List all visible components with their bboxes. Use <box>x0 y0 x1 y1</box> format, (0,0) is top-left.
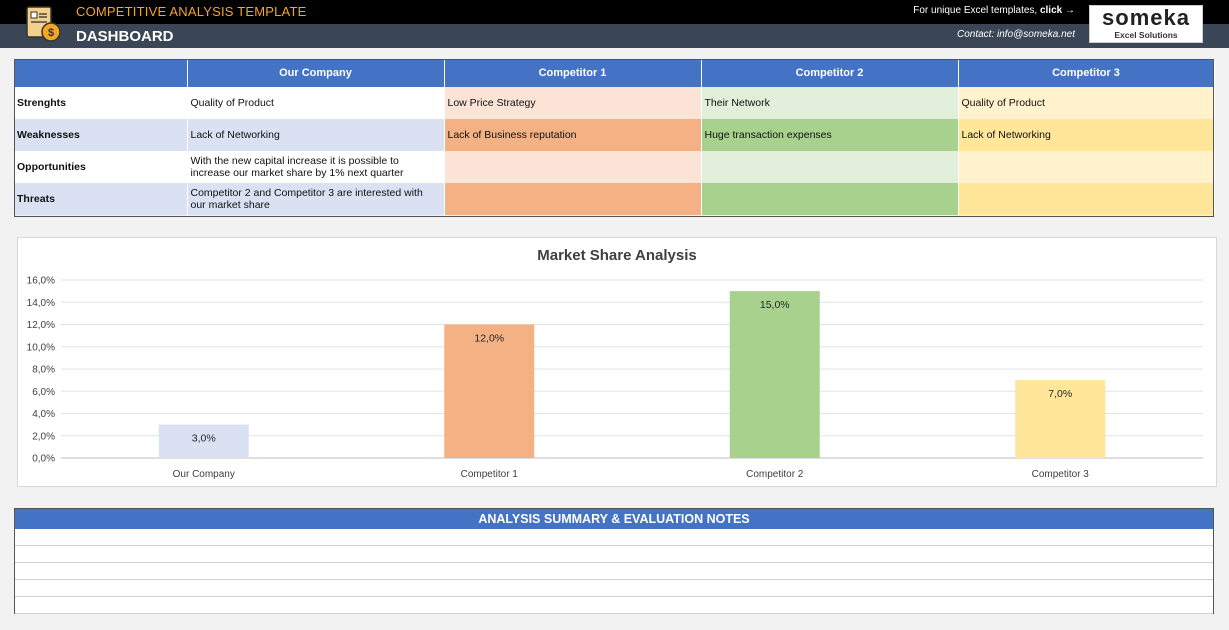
cell-opportunities-our-company[interactable]: With the new capital increase it is poss… <box>187 151 445 183</box>
data-label: 7,0% <box>1048 388 1072 400</box>
market-share-chart[interactable]: Market Share Analysis 0,0% 2,0% 4,0% 6,0% 8,… <box>17 237 1217 487</box>
brand-name: someka <box>1102 5 1190 30</box>
data-label: 15,0% <box>760 299 790 311</box>
col-header-competitor-3: Competitor 3 <box>958 59 1215 87</box>
bar <box>1015 380 1106 458</box>
y-tick-label: 8,0% <box>32 365 55 376</box>
y-tick-label: 10,0% <box>27 342 55 353</box>
data-label: 12,0% <box>474 333 504 345</box>
cell-strengths-our-company[interactable]: Quality of Product <box>187 87 445 119</box>
bar <box>444 324 535 458</box>
cell-threats-competitor-1[interactable] <box>444 183 702 215</box>
notes-panel: ANALYSIS SUMMARY & EVALUATION NOTES <box>14 508 1214 614</box>
cell-strengths-competitor-3[interactable]: Quality of Product <box>958 87 1215 119</box>
row-label-strengths: Strenghts <box>14 87 188 119</box>
x-tick-label: Competitor 2 <box>746 469 804 480</box>
notes-line[interactable] <box>15 597 1213 614</box>
y-tick-label: 0,0% <box>32 454 55 465</box>
promo-text: For unique Excel templates, <box>913 5 1040 16</box>
y-tick-label: 4,0% <box>32 409 55 420</box>
header-band <box>0 24 1229 48</box>
cell-weaknesses-our-company[interactable]: Lack of Networking <box>187 119 445 151</box>
cell-opportunities-competitor-1[interactable] <box>444 151 702 183</box>
col-header-our-company: Our Company <box>187 59 445 87</box>
notes-title: ANALYSIS SUMMARY & EVALUATION NOTES <box>15 509 1213 529</box>
row-label-threats: Threats <box>14 183 188 215</box>
chart-plot: 0,0% 2,0% 4,0% 6,0% 8,0% 10,0% 12,0% 14,0% 16,0%… <box>27 276 1203 480</box>
notes-line[interactable] <box>15 529 1213 546</box>
swot-table: Our Company Competitor 1 Competitor 2 Co… <box>14 59 1215 215</box>
notes-line[interactable] <box>15 546 1213 563</box>
cell-weaknesses-competitor-1[interactable]: Lack of Business reputation <box>444 119 702 151</box>
promo-click[interactable]: click → <box>1039 5 1075 16</box>
swot-corner-cell <box>14 59 188 87</box>
col-header-competitor-1: Competitor 1 <box>444 59 702 87</box>
x-tick-label: Competitor 1 <box>461 469 519 480</box>
y-tick-label: 12,0% <box>27 320 55 331</box>
y-tick-label: 2,0% <box>32 431 55 442</box>
cell-weaknesses-competitor-3[interactable]: Lack of Networking <box>958 119 1215 151</box>
promo-link[interactable]: For unique Excel templates, click → <box>913 5 1075 16</box>
notes-line[interactable] <box>15 580 1213 597</box>
cell-threats-our-company[interactable]: Competitor 2 and Competitor 3 are intere… <box>187 183 445 215</box>
page-title: DASHBOARD <box>76 28 174 45</box>
bar <box>158 424 249 458</box>
cell-opportunities-competitor-3[interactable] <box>958 151 1215 183</box>
cell-threats-competitor-2[interactable] <box>701 183 959 215</box>
data-label: 3,0% <box>192 433 216 445</box>
contact-email[interactable]: Contact: info@someka.net <box>957 29 1075 40</box>
row-label-opportunities: Opportunities <box>14 151 188 183</box>
template-title: COMPETITIVE ANALYSIS TEMPLATE <box>76 4 307 19</box>
brand-logo[interactable]: someka Excel Solutions <box>1089 5 1203 43</box>
brand-tagline: Excel Solutions <box>1114 30 1178 40</box>
x-tick-label: Competitor 3 <box>1032 469 1090 480</box>
cell-threats-competitor-3[interactable] <box>958 183 1215 215</box>
cell-opportunities-competitor-2[interactable] <box>701 151 959 183</box>
bar <box>729 291 820 458</box>
cell-strengths-competitor-1[interactable]: Low Price Strategy <box>444 87 702 119</box>
cell-strengths-competitor-2[interactable]: Their Network <box>701 87 959 119</box>
cell-weaknesses-competitor-2[interactable]: Huge transaction expenses <box>701 119 959 151</box>
document-coin-icon: $ <box>24 4 64 44</box>
x-tick-label: Our Company <box>173 469 235 480</box>
row-label-weaknesses: Weaknesses <box>14 119 188 151</box>
col-header-competitor-2: Competitor 2 <box>701 59 959 87</box>
svg-text:$: $ <box>48 27 54 39</box>
y-tick-label: 14,0% <box>27 298 55 309</box>
y-tick-label: 6,0% <box>32 387 55 398</box>
y-tick-label: 16,0% <box>27 276 55 287</box>
chart-title: Market Share Analysis <box>537 247 697 264</box>
notes-line[interactable] <box>15 563 1213 580</box>
